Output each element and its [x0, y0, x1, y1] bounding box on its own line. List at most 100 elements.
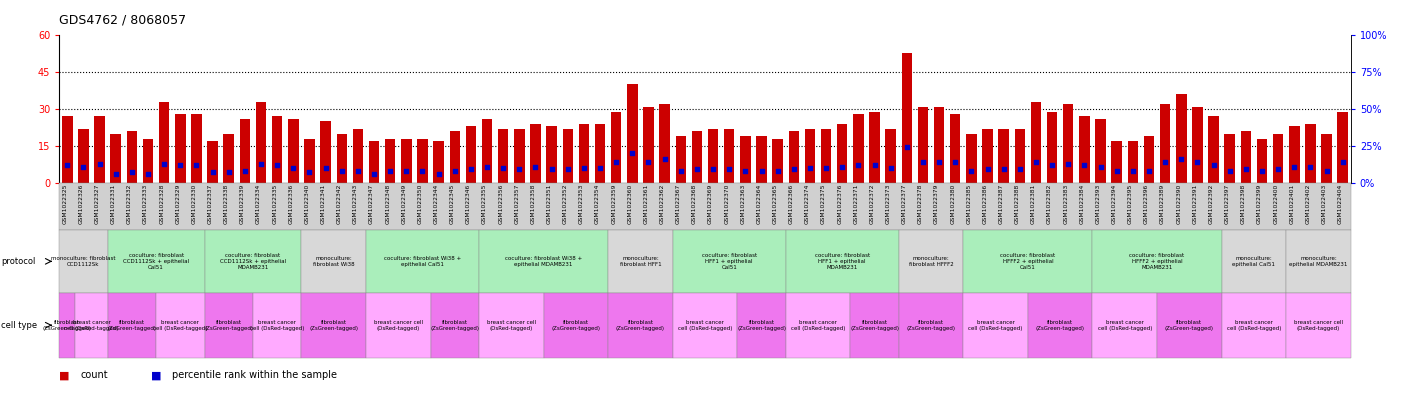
Point	[880, 165, 902, 171]
Text: coculture: fibroblast
CCD1112Sk + epithelial
Cal51: coculture: fibroblast CCD1112Sk + epithe…	[123, 253, 189, 270]
Text: fibroblast
(ZsGreen-tagged): fibroblast (ZsGreen-tagged)	[107, 320, 157, 331]
Text: GSM1022346: GSM1022346	[465, 184, 471, 224]
Point	[589, 165, 612, 171]
Point	[492, 165, 515, 171]
Point	[1041, 162, 1063, 168]
Text: coculture: fibroblast
CCD1112Sk + epithelial
MDAMB231: coculture: fibroblast CCD1112Sk + epithe…	[220, 253, 286, 270]
Point	[1266, 166, 1289, 173]
Point	[1218, 168, 1241, 174]
Bar	[385, 138, 395, 183]
Point	[1203, 162, 1225, 168]
Bar	[805, 129, 815, 183]
Text: GSM1022357: GSM1022357	[515, 184, 519, 224]
Text: GSM1022364: GSM1022364	[757, 184, 761, 224]
Bar	[821, 129, 832, 183]
Text: GSM1022359: GSM1022359	[611, 184, 616, 224]
Point	[928, 159, 950, 165]
Text: GSM1022383: GSM1022383	[1063, 184, 1069, 224]
Text: GSM1022378: GSM1022378	[918, 184, 924, 224]
Text: GSM1022337: GSM1022337	[207, 184, 213, 224]
Point	[1186, 159, 1208, 165]
Point	[767, 168, 790, 174]
Point	[1331, 159, 1354, 165]
Point	[1299, 163, 1321, 170]
Bar	[998, 129, 1010, 183]
Point	[912, 159, 935, 165]
Point	[202, 169, 224, 176]
Text: GSM1022351: GSM1022351	[547, 184, 551, 224]
Bar	[272, 116, 282, 183]
Point	[1283, 163, 1306, 170]
Text: GSM1022370: GSM1022370	[725, 184, 729, 224]
Text: GSM1022373: GSM1022373	[885, 184, 891, 224]
Text: monoculture:
fibroblast HFFF2: monoculture: fibroblast HFFF2	[908, 256, 953, 267]
Point	[735, 168, 757, 174]
Bar	[740, 136, 750, 183]
Text: GSM1022325: GSM1022325	[62, 184, 68, 224]
Text: breast cancer
cell (DsRed-tagged): breast cancer cell (DsRed-tagged)	[969, 320, 1022, 331]
Point	[1008, 166, 1031, 173]
Point	[330, 168, 352, 174]
Text: breast cancer
cell (DsRed-tagged): breast cancer cell (DsRed-tagged)	[250, 320, 305, 331]
Bar	[547, 126, 557, 183]
Text: GSM1022340: GSM1022340	[305, 184, 309, 224]
Point	[266, 162, 289, 168]
Text: GSM1022327: GSM1022327	[94, 184, 100, 224]
Bar	[1111, 141, 1122, 183]
Bar	[1193, 107, 1203, 183]
Bar	[578, 124, 589, 183]
Point	[104, 171, 127, 177]
Bar	[1338, 112, 1348, 183]
Text: GSM1022386: GSM1022386	[983, 184, 987, 224]
Text: GSM1022395: GSM1022395	[1128, 184, 1132, 224]
Text: GSM1022389: GSM1022389	[1160, 184, 1165, 224]
Text: monoculture:
epithelial Cal51: monoculture: epithelial Cal51	[1232, 256, 1276, 267]
Bar	[1176, 94, 1186, 183]
Bar	[692, 131, 702, 183]
Point	[1121, 168, 1144, 174]
Point	[508, 166, 530, 173]
Text: percentile rank within the sample: percentile rank within the sample	[172, 370, 337, 380]
Bar	[400, 138, 412, 183]
Bar	[1321, 134, 1332, 183]
Text: fibroblast
(ZsGreen-tagged): fibroblast (ZsGreen-tagged)	[309, 320, 358, 331]
Bar	[756, 136, 767, 183]
Point	[475, 163, 498, 170]
Text: count: count	[80, 370, 109, 380]
Point	[89, 160, 111, 167]
Text: GSM1022402: GSM1022402	[1306, 184, 1310, 224]
Point	[976, 166, 998, 173]
Point	[783, 166, 805, 173]
Text: GSM1022399: GSM1022399	[1256, 184, 1262, 224]
Bar	[1079, 116, 1090, 183]
Bar	[175, 114, 186, 183]
Point	[347, 168, 369, 174]
Point	[637, 159, 660, 165]
Text: GSM1022332: GSM1022332	[127, 184, 133, 224]
Bar	[465, 126, 477, 183]
Text: GSM1022336: GSM1022336	[288, 184, 293, 224]
Text: cell type: cell type	[1, 321, 38, 330]
Text: coculture: fibroblast
HFF1 + epithelial
Cal51: coculture: fibroblast HFF1 + epithelial …	[702, 253, 757, 270]
Text: ■: ■	[59, 370, 69, 380]
Text: GSM1022331: GSM1022331	[111, 184, 116, 224]
Bar	[224, 134, 234, 183]
Text: breast cancer
cell (DsRed-tagged): breast cancer cell (DsRed-tagged)	[791, 320, 845, 331]
Bar	[563, 129, 572, 183]
Bar	[723, 129, 735, 183]
Text: fibroblast
(ZsGreen-tagged): fibroblast (ZsGreen-tagged)	[42, 320, 92, 331]
Point	[217, 169, 240, 176]
Text: GSM1022385: GSM1022385	[966, 184, 971, 224]
Text: GSM1022335: GSM1022335	[272, 184, 278, 224]
Point	[234, 168, 257, 174]
Point	[943, 159, 966, 165]
Bar	[1015, 129, 1025, 183]
Text: breast cancer
cell (DsRed-tagged): breast cancer cell (DsRed-tagged)	[1097, 320, 1152, 331]
Text: GSM1022379: GSM1022379	[933, 184, 939, 224]
Text: GSM1022380: GSM1022380	[950, 184, 955, 224]
Bar	[675, 136, 687, 183]
Text: GSM1022390: GSM1022390	[1176, 184, 1182, 224]
Point	[830, 163, 853, 170]
Text: GSM1022392: GSM1022392	[1208, 184, 1214, 224]
Text: GSM1022339: GSM1022339	[240, 184, 245, 224]
